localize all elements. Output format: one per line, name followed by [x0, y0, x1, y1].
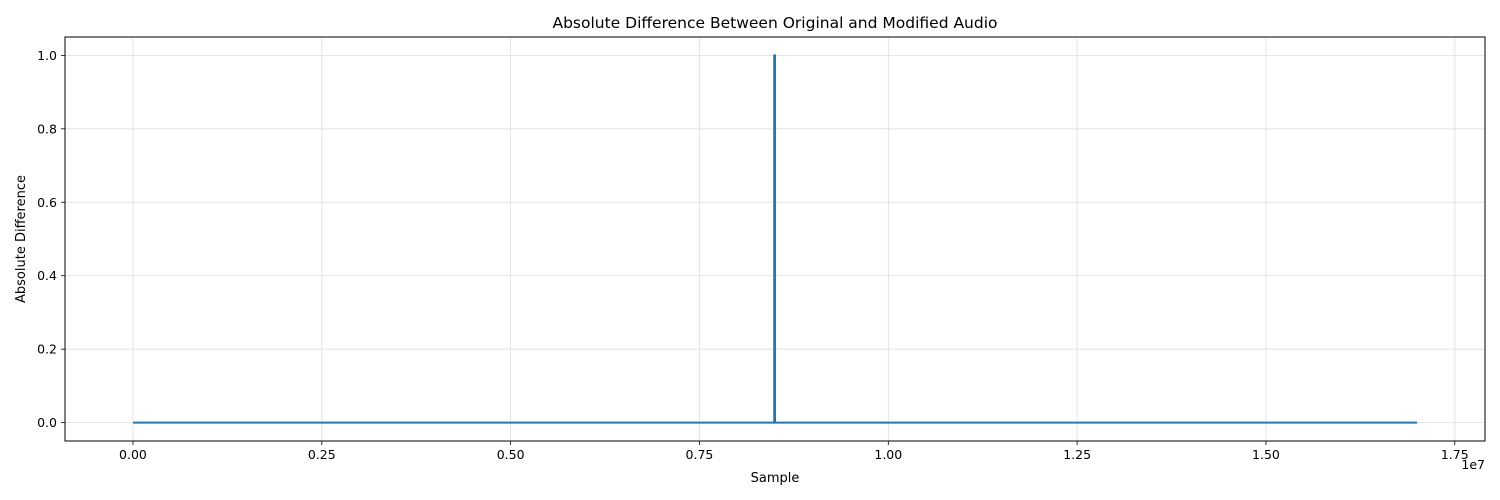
- x-tick-label: 0.25: [308, 447, 336, 462]
- x-axis-ticks: 0.00 0.25 0.50 0.75 1.00 1.25 1.50 1.75: [119, 441, 1469, 462]
- x-axis-offset-text: 1e7: [1461, 457, 1485, 472]
- y-tick-label: 0.2: [37, 342, 57, 357]
- y-axis-ticks: 0.0 0.2 0.4 0.6 0.8 1.0: [37, 48, 65, 430]
- x-tick-label: 1.75: [1441, 447, 1469, 462]
- series-line: [132, 54, 1418, 424]
- series-layer: [132, 54, 1418, 424]
- axes-frame: [64, 36, 1486, 442]
- y-tick-label: 1.0: [37, 48, 57, 63]
- x-tick-label: 1.00: [874, 447, 902, 462]
- x-tick-label: 0.50: [497, 447, 525, 462]
- x-tick-label: 0.75: [686, 447, 714, 462]
- y-tick-label: 0.6: [37, 195, 57, 210]
- y-tick-label: 0.8: [37, 121, 57, 136]
- y-tick-label: 0.0: [37, 415, 57, 430]
- x-tick-label: 0.00: [119, 447, 147, 462]
- y-axis-label: Absolute Difference: [14, 175, 29, 303]
- y-tick-label: 0.4: [37, 268, 57, 283]
- x-tick-label: 1.50: [1252, 447, 1280, 462]
- chart-title: Absolute Difference Between Original and…: [552, 14, 997, 32]
- x-tick-label: 1.25: [1063, 447, 1091, 462]
- x-axis-label: Sample: [751, 471, 800, 486]
